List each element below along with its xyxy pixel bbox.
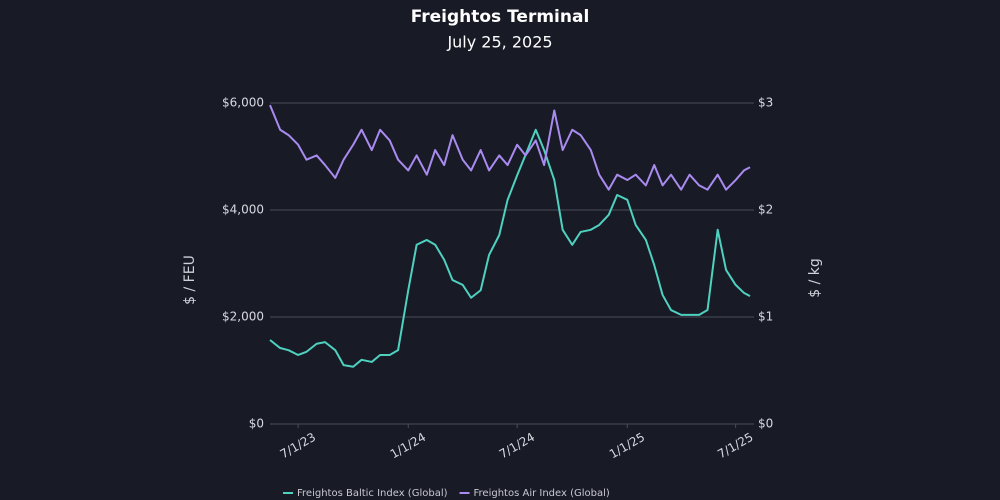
y2-axis-label: $ / kg — [807, 258, 823, 298]
y-tick-label: $0 — [249, 417, 264, 431]
y-tick-label: $4,000 — [222, 203, 264, 217]
chart-subtitle: July 25, 2025 — [446, 33, 552, 52]
x-tick-label: 7/1/23 — [278, 430, 318, 461]
x-tick-label: 7/1/24 — [497, 430, 537, 461]
y-tick-label: $2,000 — [222, 310, 264, 324]
x-tick-label: 7/1/25 — [715, 430, 755, 461]
legend-label: Freightos Air Index (Global) — [474, 488, 610, 499]
y2-tick-label: $2 — [758, 203, 773, 217]
series-line — [269, 104, 751, 191]
y-tick-label: $6,000 — [222, 96, 264, 110]
y2-tick-label: $3 — [758, 96, 773, 110]
series-line — [269, 128, 751, 368]
x-tick-label: 1/1/25 — [607, 430, 647, 461]
x-tick-label: 1/1/24 — [388, 430, 428, 461]
y-axis-label: $ / FEU — [182, 255, 198, 305]
chart-title: Freightos Terminal — [411, 7, 590, 27]
y2-tick-label: $0 — [758, 417, 773, 431]
y2-tick-label: $1 — [758, 310, 773, 324]
legend-label: Freightos Baltic Index (Global) — [297, 488, 448, 499]
